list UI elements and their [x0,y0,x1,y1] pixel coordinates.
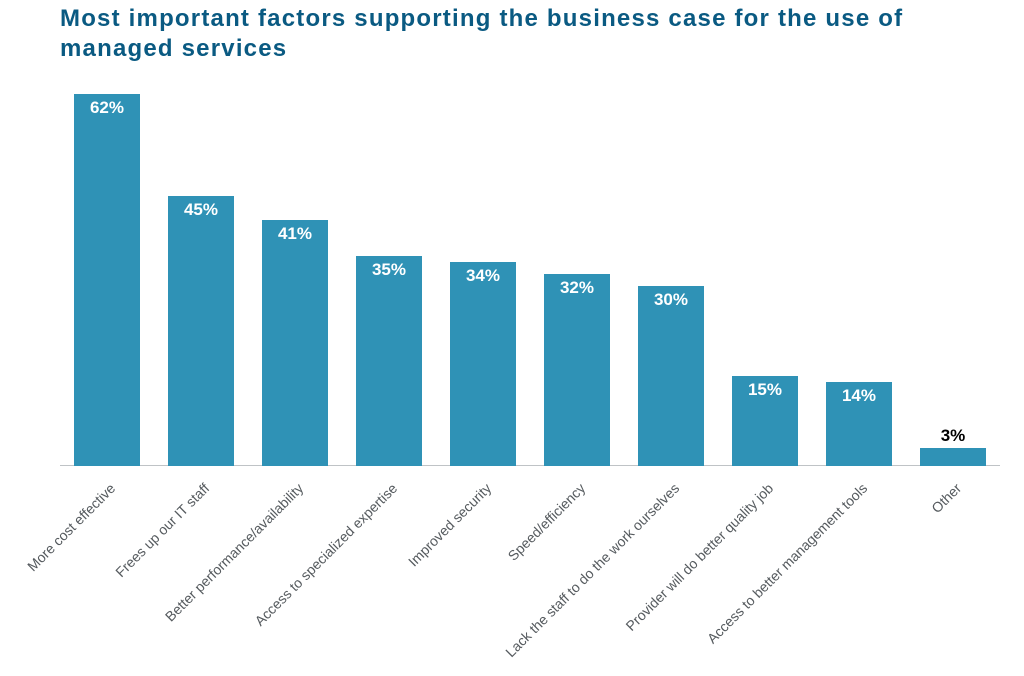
bar: 41% [262,220,328,466]
bar-value-label: 32% [544,278,610,298]
bar-value-label: 35% [356,260,422,280]
bar: 3% [920,448,986,466]
bar: 32% [544,274,610,466]
bar-value-label: 3% [920,426,986,446]
chart-title: Most important factors supporting the bu… [60,4,994,64]
bar-value-label: 30% [638,290,704,310]
bar: 15% [732,376,798,466]
chart-container: Most important factors supporting the bu… [0,0,1024,676]
category-label: More cost effective [0,480,118,676]
bar-value-label: 14% [826,386,892,406]
bar-value-label: 34% [450,266,516,286]
bar: 45% [168,196,234,466]
bar-value-label: 62% [74,98,140,118]
bar-value-label: 45% [168,200,234,220]
bar: 62% [74,94,140,466]
chart-plot-area: 62%More cost effective45%Frees up our IT… [60,94,1000,466]
bar: 34% [450,262,516,466]
bar-value-label: 41% [262,224,328,244]
bar: 35% [356,256,422,466]
bar: 14% [826,382,892,466]
bar: 30% [638,286,704,466]
category-label: Frees up our IT staff [0,480,212,676]
bar-value-label: 15% [732,380,798,400]
